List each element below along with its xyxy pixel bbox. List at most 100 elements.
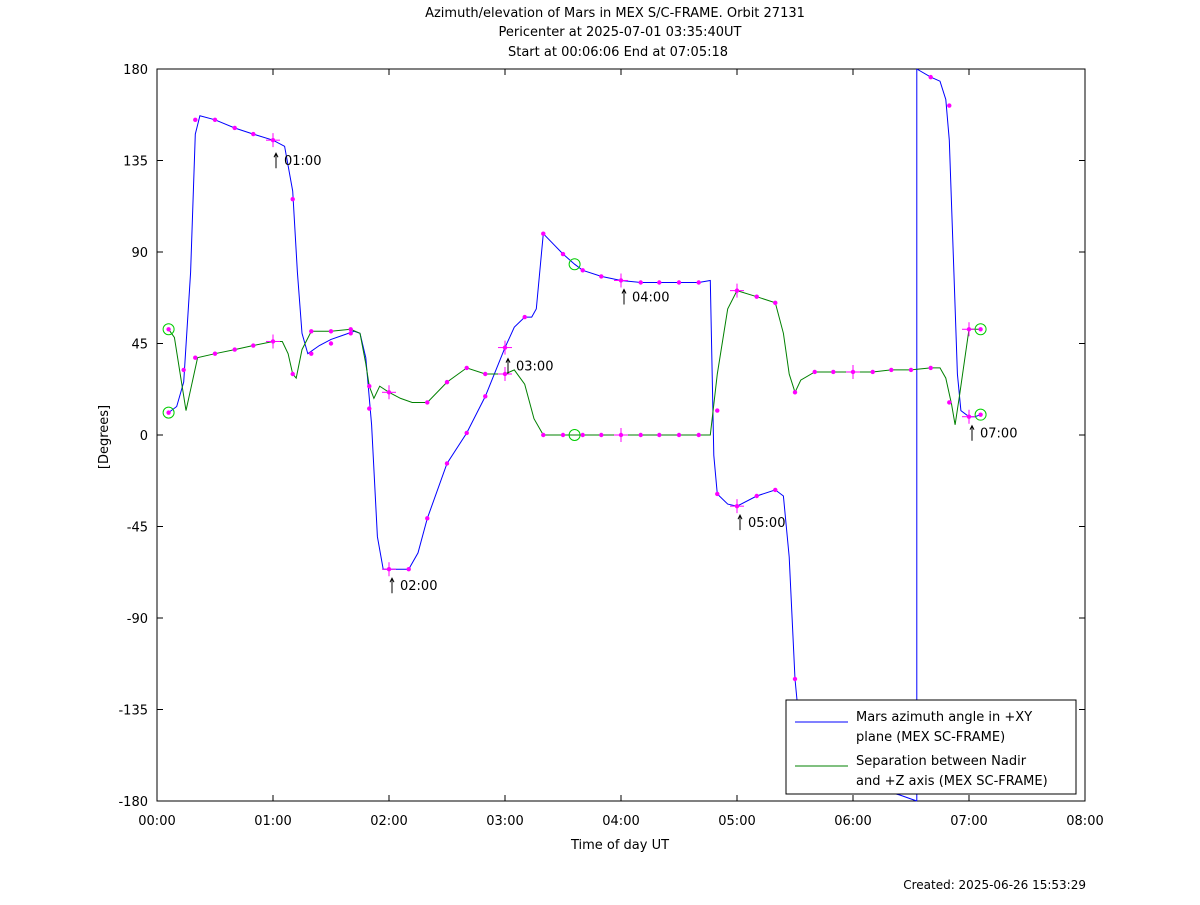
y-tick-label: 45	[131, 338, 148, 353]
data-series	[162, 68, 987, 802]
azimuth-marker-dot	[657, 280, 662, 285]
azimuth-marker-dot	[444, 461, 450, 466]
azimuth-marker-dot	[290, 196, 295, 202]
separation-marker-dot	[580, 432, 585, 438]
azimuth-marker-dot	[541, 231, 546, 236]
created-timestamp: Created: 2025-06-26 15:53:29	[903, 878, 1086, 892]
azimuth-marker-dot	[483, 394, 488, 399]
separation-marker-dot	[464, 365, 469, 371]
azimuth-marker-dot	[425, 516, 430, 521]
separation-marker-dot	[812, 369, 817, 375]
azimuth-marker-dot	[696, 280, 701, 285]
separation-marker-dot	[773, 300, 778, 306]
azimuth-marker-dot	[580, 268, 585, 273]
legend-box	[785, 699, 1077, 795]
hour-annotation-arrow	[737, 514, 743, 520]
hour-annotation-label: 01:00	[284, 154, 321, 169]
separation-marker-dot	[715, 408, 720, 413]
separation-marker-dot	[696, 432, 701, 438]
hour-annotation-arrow	[505, 357, 511, 363]
x-tick-label: 08:00	[1066, 814, 1103, 829]
legend-label-separation-1: Separation between Nadir	[856, 754, 1027, 769]
azimuth-marker-dot	[232, 125, 237, 131]
x-tick-label: 00:00	[138, 814, 175, 829]
azimuth-marker-dot	[978, 412, 983, 417]
hour-annotation-label: 07:00	[980, 427, 1017, 442]
azimuth-marker-dot	[754, 493, 759, 499]
x-tick-label: 02:00	[370, 814, 407, 829]
azimuth-marker-dot	[599, 274, 604, 279]
x-tick-label: 06:00	[834, 814, 871, 829]
separation-marker-dot	[541, 432, 546, 438]
azimuth-marker-dot	[309, 351, 314, 356]
y-tick-label: 90	[131, 246, 148, 261]
separation-marker-dot	[928, 365, 933, 371]
separation-circle-marker	[568, 429, 581, 441]
azimuth-marker-dot	[328, 341, 334, 346]
separation-marker-dot	[870, 369, 875, 375]
separation-marker-dot	[309, 329, 314, 334]
separation-marker-dot	[251, 343, 256, 348]
azimuth-marker-dot	[676, 280, 682, 285]
x-tick-label: 05:00	[718, 814, 755, 829]
legend-label-separation-2: and +Z axis (MEX SC-FRAME)	[856, 774, 1048, 789]
separation-circle-marker	[974, 323, 987, 336]
separation-marker-dot	[908, 367, 914, 373]
separation-marker-dot	[425, 400, 430, 405]
azimuth-marker-dot	[715, 491, 720, 497]
legend-label-azimuth-2: plane (MEX SC-FRAME)	[856, 730, 1005, 745]
azimuth-circle-marker	[162, 406, 175, 419]
separation-marker-dot	[978, 327, 983, 332]
y-tick-label: -180	[118, 795, 148, 810]
hour-annotation-label: 04:00	[632, 290, 669, 305]
axis-ticks: 00:00 01:00 02:00 03:00 04:00 05:00 06:00 07:00…	[118, 63, 1103, 829]
azimuth-marker-dot	[406, 567, 411, 572]
x-tick-label: 01:00	[254, 814, 291, 829]
hour-annotation-label: 02:00	[400, 579, 437, 594]
azimuth-series-line	[168, 115, 917, 802]
separation-marker-dot	[367, 384, 372, 389]
azimuth-marker-dot	[212, 117, 218, 123]
azimuth-circle-marker	[568, 258, 581, 271]
azimuth-circle-marker	[974, 408, 987, 421]
separation-marker-dot	[792, 390, 798, 395]
chart-title-line3: Start at 00:06:06 End at 07:05:18	[508, 45, 728, 60]
x-axis-label: Time of day UT	[570, 838, 669, 853]
separation-marker-dot	[754, 294, 759, 299]
separation-marker-dot	[290, 371, 295, 377]
separation-marker-dot	[676, 432, 682, 438]
azimuth-marker-dot	[251, 131, 256, 137]
separation-marker-dot	[348, 327, 353, 332]
y-tick-label: -90	[127, 612, 148, 627]
separation-marker-dot	[947, 400, 952, 405]
separation-marker-dot	[328, 329, 334, 334]
azimuth-marker-dot	[348, 331, 353, 336]
azimuth-marker-dot	[367, 406, 372, 411]
separation-marker-dot	[657, 432, 662, 438]
separation-marker-dot	[232, 347, 237, 352]
separation-series-line	[168, 289, 981, 436]
y-tick-label: -45	[127, 521, 148, 536]
azimuth-marker-dot	[166, 410, 171, 415]
azimuth-marker-dot	[522, 314, 527, 320]
hour-annotation-label: 03:00	[516, 360, 553, 375]
y-axis-label: [Degrees]	[97, 405, 112, 469]
azimuth-marker-dot	[193, 117, 198, 123]
legend-label-azimuth-1: Mars azimuth angle in +XY	[856, 710, 1032, 725]
separation-marker-dot	[831, 369, 836, 375]
azimuth-marker-dot	[792, 676, 798, 682]
y-tick-label: 0	[140, 429, 148, 444]
separation-marker-dot	[444, 379, 450, 385]
hour-annotation-arrow	[389, 577, 395, 583]
azimuth-marker-dot	[464, 430, 469, 436]
legend: Mars azimuth angle in +XY plane (MEX SC-…	[785, 699, 1077, 795]
separation-marker-dot	[560, 432, 566, 438]
azimuth-series-line	[916, 68, 981, 418]
azimuth-marker-dot	[773, 487, 778, 493]
azimuth-marker-dot	[560, 251, 566, 257]
chart-title-line2: Pericenter at 2025-07-01 03:35:40UT	[498, 25, 741, 40]
hour-annotations: 01:00 02:00 03:00 04:00 05:00 07:00	[273, 152, 1017, 594]
x-tick-label: 07:00	[950, 814, 987, 829]
azimuth-marker-dot	[928, 74, 933, 80]
